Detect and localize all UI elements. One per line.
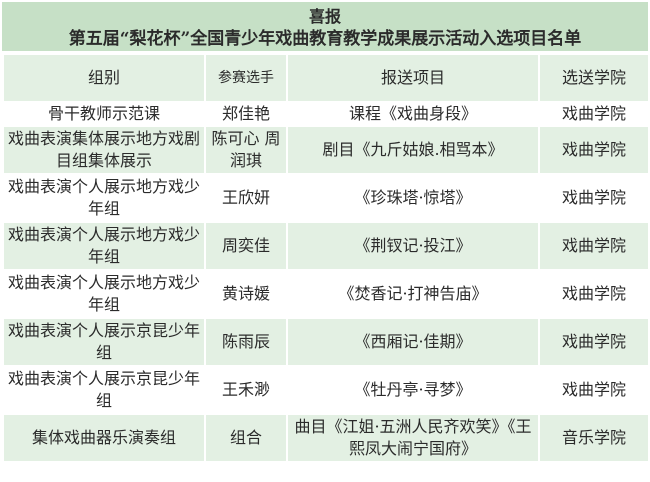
- cell-group: 戏曲表演集体展示地方戏剧目组集体展示: [2, 125, 206, 175]
- cell-player: 周奕佳: [204, 221, 288, 271]
- header-project: 报送项目: [286, 53, 540, 103]
- table-row: 骨干教师示范课 郑佳艳 课程《戏曲身段》 戏曲学院: [2, 101, 650, 127]
- cell-college: 戏曲学院: [538, 125, 650, 175]
- cell-college: 戏曲学院: [538, 317, 650, 367]
- cell-group: 集体戏曲器乐演奏组: [2, 413, 206, 463]
- table-row: 戏曲表演个人展示地方戏少年组 黄诗媛 《焚香记·打神告庙》 戏曲学院: [2, 269, 650, 319]
- results-table: 组别 参赛选手 报送项目 选送学院 骨干教师示范课 郑佳艳 课程《戏曲身段》 戏…: [2, 53, 650, 463]
- cell-group: 戏曲表演个人展示京昆少年组: [2, 365, 206, 415]
- cell-player: 陈可心 周润琪: [204, 125, 288, 175]
- table-row: 戏曲表演集体展示地方戏剧目组集体展示 陈可心 周润琪 剧目《九斤姑娘.相骂本》 …: [2, 125, 650, 175]
- title-banner: 喜报 第五届“梨花杯”全国青少年戏曲教育教学成果展示活动入选项目名单: [2, 2, 648, 53]
- cell-group: 戏曲表演个人展示地方戏少年组: [2, 269, 206, 319]
- cell-project: 《荆钗记·投江》: [286, 221, 540, 271]
- cell-player: 陈雨辰: [204, 317, 288, 367]
- cell-project: 曲目《江姐·五洲人民齐欢笑》《王熙凤大闹宁国府》: [286, 413, 540, 463]
- table-row: 戏曲表演个人展示地方戏少年组 周奕佳 《荆钗记·投江》 戏曲学院: [2, 221, 650, 271]
- cell-project: 《焚香记·打神告庙》: [286, 269, 540, 319]
- cell-college: 戏曲学院: [538, 269, 650, 319]
- cell-college: 戏曲学院: [538, 365, 650, 415]
- table-row: 戏曲表演个人展示京昆少年组 陈雨辰 《西厢记·佳期》 戏曲学院: [2, 317, 650, 367]
- table-row: 戏曲表演个人展示京昆少年组 王禾渺 《牡丹亭·寻梦》 戏曲学院: [2, 365, 650, 415]
- cell-player: 郑佳艳: [204, 101, 288, 127]
- cell-player: 黄诗媛: [204, 269, 288, 319]
- header-player: 参赛选手: [204, 53, 288, 103]
- cell-project: 课程《戏曲身段》: [286, 101, 540, 127]
- cell-player: 王禾渺: [204, 365, 288, 415]
- table-row: 戏曲表演个人展示地方戏少年组 王欣妍 《珍珠塔·惊塔》 戏曲学院: [2, 173, 650, 223]
- cell-college: 戏曲学院: [538, 221, 650, 271]
- cell-project: 《牡丹亭·寻梦》: [286, 365, 540, 415]
- cell-group: 骨干教师示范课: [2, 101, 206, 127]
- title-line-1: 喜报: [308, 7, 341, 26]
- cell-project: 《珍珠塔·惊塔》: [286, 173, 540, 223]
- cell-college: 戏曲学院: [538, 101, 650, 127]
- cell-group: 戏曲表演个人展示地方戏少年组: [2, 173, 206, 223]
- cell-group: 戏曲表演个人展示京昆少年组: [2, 317, 206, 367]
- table-row: 集体戏曲器乐演奏组 组合 曲目《江姐·五洲人民齐欢笑》《王熙凤大闹宁国府》 音乐…: [2, 413, 650, 463]
- header-group: 组别: [2, 53, 206, 103]
- cell-player: 组合: [204, 413, 288, 463]
- title-line-2: 第五届“梨花杯”全国青少年戏曲教育教学成果展示活动入选项目名单: [68, 29, 582, 49]
- cell-group: 戏曲表演个人展示地方戏少年组: [2, 221, 206, 271]
- header-college: 选送学院: [538, 53, 650, 103]
- cell-player: 王欣妍: [204, 173, 288, 223]
- cell-college: 戏曲学院: [538, 173, 650, 223]
- table-header: 组别 参赛选手 报送项目 选送学院: [2, 53, 650, 103]
- cell-project: 《西厢记·佳期》: [286, 317, 540, 367]
- cell-college: 音乐学院: [538, 413, 650, 463]
- results-document: 喜报 第五届“梨花杯”全国青少年戏曲教育教学成果展示活动入选项目名单 组别 参赛…: [2, 2, 650, 463]
- cell-project: 剧目《九斤姑娘.相骂本》: [286, 125, 540, 175]
